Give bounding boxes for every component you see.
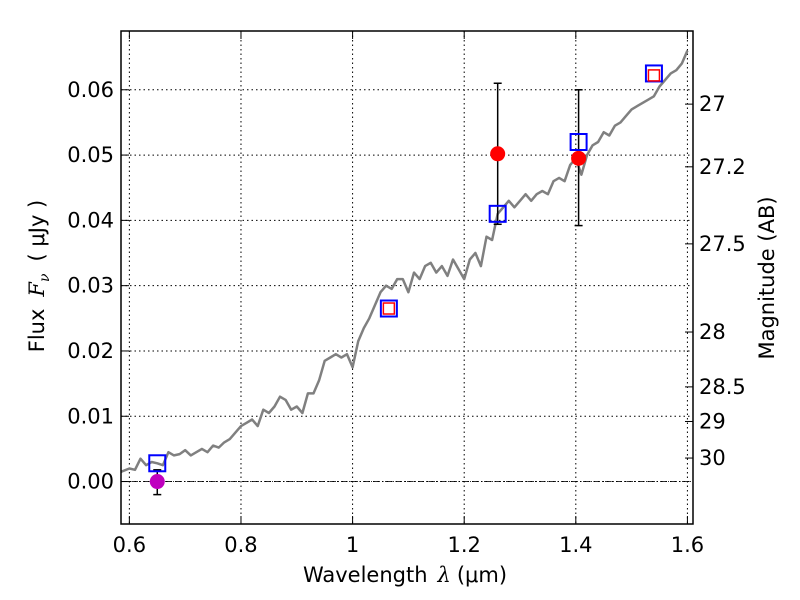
tick-marks	[121, 31, 693, 524]
x-tick-label: 1.4	[559, 533, 592, 557]
y-tick-label: 0.00	[67, 470, 114, 494]
data-point-circle	[571, 150, 587, 166]
gridlines	[121, 31, 693, 524]
y2-tick-label: 27	[699, 92, 726, 116]
model-point-square	[569, 133, 588, 152]
model-point-square	[488, 204, 507, 223]
y-tick-label: 0.04	[67, 208, 114, 232]
x-tick-labels: 0.6 0.8 1 1.2 1.4 1.6	[113, 533, 704, 557]
model-point-square	[148, 454, 167, 473]
y-tick-label: 0.01	[67, 404, 114, 428]
y2-tick-label: 27.2	[699, 155, 746, 179]
data-point-circle	[149, 474, 165, 490]
series-group	[120, 50, 689, 496]
y-tick-label: 0.02	[67, 339, 114, 363]
y2-tick-label: 28	[699, 320, 726, 344]
model-point-small-square	[647, 69, 661, 82]
y2-axis-title: Magnitude (AB)	[755, 196, 779, 359]
x-tick-label: 1	[346, 533, 359, 557]
x-tick-label: 0.6	[113, 533, 146, 557]
x-axis-title: Wavelength λ (μm)	[303, 563, 507, 587]
model-point-small-square	[382, 302, 396, 315]
model-point-square	[379, 299, 398, 318]
x-tick-label: 1.2	[447, 533, 480, 557]
y-axis-title: FluxFν( μJy )	[25, 200, 53, 352]
y2-tick-label: 29	[699, 409, 726, 433]
x-tick-label: 0.8	[224, 533, 257, 557]
spectrum-line	[120, 50, 689, 473]
y2-tick-labels: 27 27.2 27.5 28 28.5 29 30	[699, 92, 746, 470]
y2-tick-label: 28.5	[699, 375, 746, 399]
plot-frame	[120, 30, 694, 525]
data-point-circle	[490, 146, 506, 162]
y2-tick-label: 30	[699, 446, 726, 470]
x-tick-label: 1.6	[671, 533, 704, 557]
y-tick-label: 0.06	[67, 78, 114, 102]
y2-tick-label: 27.5	[699, 232, 746, 256]
y-tick-label: 0.05	[67, 143, 114, 167]
y-tick-labels: 0.00 0.01 0.02 0.03 0.04 0.05 0.06	[67, 78, 114, 494]
y-tick-label: 0.03	[67, 274, 114, 298]
